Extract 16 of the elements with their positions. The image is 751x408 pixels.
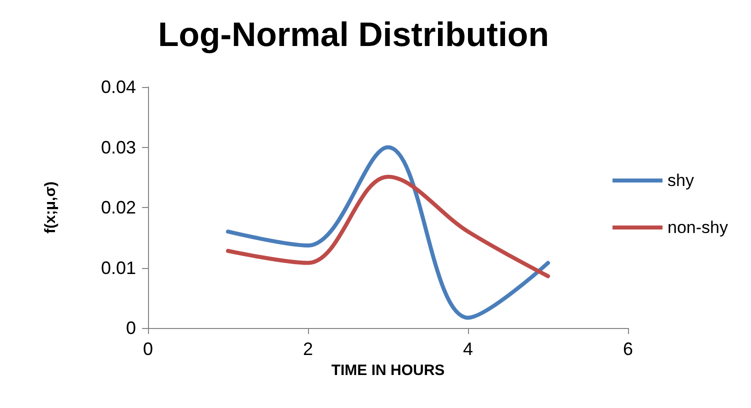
x-tick-label: 4	[462, 339, 474, 359]
x-axis-title: TIME IN HOURS	[331, 362, 445, 379]
line-series	[226, 174, 550, 278]
x-tick-label: 2	[302, 339, 314, 359]
y-axis-title: f(x;μ,σ)	[42, 182, 59, 234]
legend-label: shy	[668, 171, 694, 190]
y-tick-label: 0.01	[100, 258, 136, 278]
y-tick-label: 0.04	[100, 77, 136, 97]
legend-label: non-shy	[668, 218, 728, 237]
line-series	[226, 145, 550, 320]
y-tick-label: 0.03	[100, 137, 136, 158]
y-tick-label: 0.02	[100, 198, 136, 218]
y-tick-label: 0	[126, 318, 136, 338]
chart-title: Log-Normal Distribution	[158, 16, 549, 54]
x-tick-label: 0	[142, 339, 154, 359]
x-tick-label: 6	[622, 339, 634, 359]
